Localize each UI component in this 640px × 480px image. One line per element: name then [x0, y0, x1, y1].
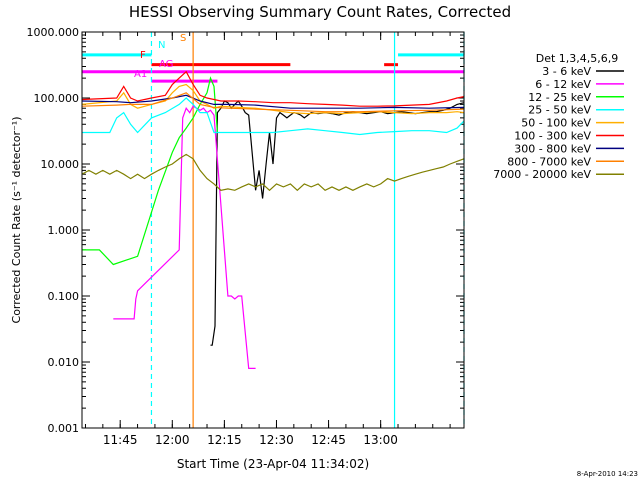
flag-label-s: S — [180, 33, 186, 44]
x-tick-label: 12:00 — [155, 433, 190, 447]
legend-title: Det 1,3,4,5,6,9 — [536, 52, 619, 65]
plot-frame — [81, 31, 465, 429]
legend-label: 7000 - 20000 keV — [493, 168, 591, 181]
series-line-7 — [81, 94, 465, 109]
series-line-5 — [81, 83, 465, 115]
legend-label: 300 - 800 keV — [514, 142, 591, 155]
legend-label: 100 - 300 keV — [514, 130, 591, 143]
y-tick-label: 10.000 — [41, 158, 80, 171]
flag-label-f: F — [140, 50, 146, 61]
y-tick-label: 0.001 — [48, 422, 80, 435]
legend-label: 12 - 25 keV — [528, 91, 591, 104]
flag-label-ag: AG — [159, 59, 173, 70]
x-tick-label: 12:15 — [207, 433, 242, 447]
series-line-6 — [81, 70, 465, 107]
series-line-2 — [113, 105, 256, 369]
series-line-4 — [82, 97, 465, 136]
flag-label-n: N — [158, 40, 165, 51]
legend-label: 800 - 7000 keV — [507, 155, 591, 168]
x-tick-label: 12:30 — [259, 433, 294, 447]
x-tick-label: 11:45 — [103, 433, 138, 447]
series-line-1 — [210, 100, 465, 346]
legend-label: 50 - 100 keV — [521, 117, 591, 130]
date-stamp: 8-Apr-2010 14:23 — [577, 470, 638, 478]
flag-label-a1: A1 — [134, 69, 147, 80]
y-tick-label: 100.000 — [34, 92, 80, 105]
x-tick-label: 12:45 — [311, 433, 346, 447]
chart-title: HESSI Observing Summary Count Rates, Cor… — [129, 3, 511, 21]
legend-label: 25 - 50 keV — [528, 104, 591, 117]
legend-label: 6 - 12 keV — [535, 78, 591, 91]
series-line-8 — [81, 92, 465, 113]
y-axis-label: Corrected Count Rate (s⁻¹ detector⁻¹) — [10, 117, 23, 324]
series-line-9 — [81, 153, 465, 192]
x-axis-label: Start Time (23-Apr-04 11:34:02) — [177, 457, 369, 471]
y-tick-label: 1.000 — [48, 224, 80, 237]
y-tick-label: 0.100 — [48, 290, 80, 303]
legend-label: 3 - 6 keV — [542, 65, 591, 78]
y-tick-label: 0.010 — [48, 356, 80, 369]
x-tick-label: 13:00 — [363, 433, 398, 447]
y-tick-label: 1000.000 — [27, 26, 80, 39]
series-line-3 — [82, 76, 218, 266]
